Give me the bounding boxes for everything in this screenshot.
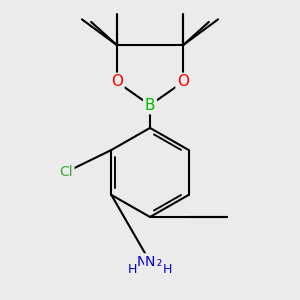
Text: NH₂: NH₂ bbox=[137, 255, 163, 269]
Text: Cl: Cl bbox=[59, 165, 73, 179]
Text: B: B bbox=[145, 98, 155, 112]
Text: H: H bbox=[163, 263, 172, 277]
Text: H: H bbox=[128, 263, 137, 277]
Text: N: N bbox=[145, 255, 155, 269]
Text: O: O bbox=[111, 74, 123, 89]
Text: O: O bbox=[177, 74, 189, 89]
